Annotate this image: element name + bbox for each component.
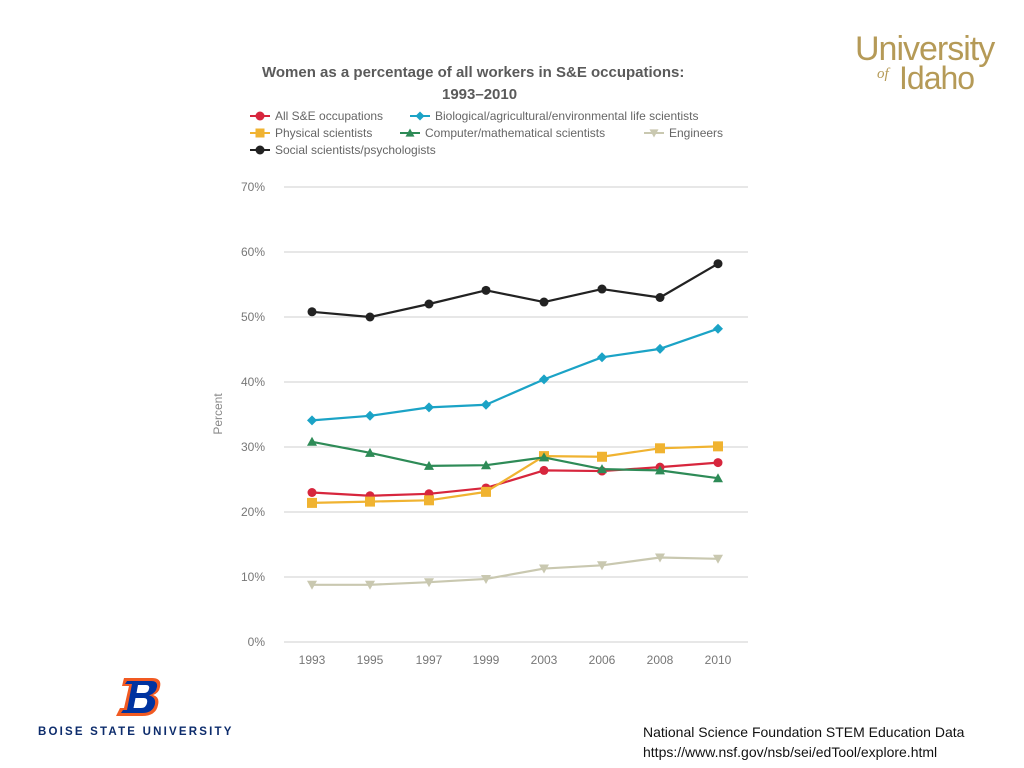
x-tick-label: 1999 bbox=[473, 653, 500, 667]
x-tick-label: 1993 bbox=[299, 653, 326, 667]
x-tick-label: 1997 bbox=[416, 653, 443, 667]
data-point bbox=[365, 410, 375, 421]
data-point bbox=[713, 554, 723, 564]
university-of-idaho-logo: University of Idaho bbox=[855, 30, 1015, 100]
data-point bbox=[597, 464, 607, 474]
data-point bbox=[713, 323, 723, 334]
chart-subtitle: 1993–2010 bbox=[442, 86, 518, 103]
legend-swatch-icon bbox=[250, 128, 270, 138]
data-point bbox=[481, 399, 491, 410]
data-point bbox=[481, 285, 491, 295]
y-tick-label: 50% bbox=[241, 310, 265, 324]
data-point bbox=[597, 561, 607, 571]
legend-swatch-icon bbox=[410, 111, 430, 121]
legend-swatch-icon bbox=[250, 111, 270, 121]
series-line bbox=[311, 262, 719, 319]
y-axis-label: Percent bbox=[211, 393, 225, 435]
boise-state-logo: BOISE STATE UNIVERSITY bbox=[38, 676, 248, 746]
legend-label: Computer/mathematical scientists bbox=[425, 126, 606, 140]
data-point bbox=[307, 488, 317, 497]
legend-label: Engineers bbox=[669, 126, 724, 140]
uidaho-logo-of: of bbox=[877, 66, 889, 82]
data-point bbox=[307, 415, 317, 426]
legend-swatch-icon bbox=[400, 128, 420, 137]
data-point bbox=[655, 293, 665, 302]
series-line bbox=[311, 440, 719, 480]
x-tick-label: 2010 bbox=[705, 653, 732, 667]
data-point bbox=[597, 284, 607, 294]
legend-swatch-icon bbox=[644, 129, 664, 138]
data-point bbox=[365, 496, 375, 507]
chart-title: Women as a percentage of all workers in … bbox=[262, 62, 684, 106]
legend-label: All S&E occupations bbox=[275, 109, 384, 123]
y-tick-label: 70% bbox=[241, 180, 265, 194]
y-tick-label: 60% bbox=[241, 245, 265, 259]
legend-marker bbox=[405, 128, 415, 137]
data-point bbox=[307, 307, 317, 317]
data-point bbox=[655, 443, 665, 454]
data-point bbox=[307, 580, 317, 590]
y-tick-label: 10% bbox=[241, 570, 265, 584]
data-point bbox=[424, 299, 434, 309]
series-line bbox=[312, 556, 719, 586]
data-point bbox=[481, 486, 491, 497]
data-point bbox=[655, 343, 665, 354]
data-point bbox=[597, 352, 607, 363]
x-tick-label: 1995 bbox=[357, 653, 384, 667]
data-point bbox=[307, 497, 317, 508]
legend-marker bbox=[649, 129, 659, 138]
data-point bbox=[365, 447, 375, 457]
legend-label: Social scientists/psychologists bbox=[275, 143, 436, 157]
data-point bbox=[424, 460, 434, 470]
legend-marker bbox=[255, 111, 265, 121]
legend-label: Physical scientists bbox=[275, 126, 373, 140]
data-point bbox=[481, 574, 491, 584]
chart-title-line1: Women as a percentage of all workers in … bbox=[262, 64, 685, 81]
data-point bbox=[539, 452, 549, 462]
boise-b-mark-icon bbox=[116, 678, 161, 716]
data-point bbox=[481, 460, 491, 470]
data-point bbox=[713, 259, 723, 269]
source-note: National Science Foundation STEM Educati… bbox=[643, 722, 964, 762]
data-point bbox=[539, 374, 549, 385]
data-point bbox=[539, 465, 549, 475]
data-point bbox=[655, 465, 665, 475]
data-point bbox=[655, 553, 665, 563]
x-tick-label: 2003 bbox=[531, 653, 558, 667]
legend-marker bbox=[415, 111, 425, 121]
y-tick-label: 40% bbox=[241, 375, 265, 389]
data-point bbox=[713, 441, 723, 452]
data-point bbox=[307, 436, 317, 446]
uidaho-logo-line1: University bbox=[855, 30, 995, 68]
source-line1: National Science Foundation STEM Educati… bbox=[643, 724, 965, 740]
data-point bbox=[424, 578, 434, 588]
series-line bbox=[311, 445, 719, 504]
y-tick-label: 30% bbox=[241, 440, 265, 454]
uidaho-logo-line2: Idaho bbox=[899, 60, 975, 96]
x-tick-label: 2008 bbox=[647, 653, 674, 667]
legend-marker bbox=[255, 145, 265, 155]
boise-state-name: BOISE STATE UNIVERSITY bbox=[38, 726, 234, 738]
legend-label: Biological/agricultural/environmental li… bbox=[435, 109, 699, 123]
x-tick-label: 2006 bbox=[589, 653, 616, 667]
y-tick-label: 0% bbox=[248, 635, 266, 649]
data-point bbox=[539, 297, 549, 307]
data-point bbox=[365, 312, 375, 322]
data-point bbox=[713, 473, 723, 483]
data-point bbox=[713, 458, 723, 468]
data-point bbox=[365, 580, 375, 590]
series-line bbox=[311, 327, 719, 422]
legend-swatch-icon bbox=[250, 145, 270, 155]
data-point bbox=[597, 451, 607, 462]
data-point bbox=[424, 495, 434, 506]
legend-marker bbox=[255, 128, 265, 138]
data-point bbox=[539, 564, 549, 574]
source-url: https://www.nsf.gov/nsb/sei/edTool/explo… bbox=[643, 744, 938, 760]
data-point bbox=[424, 402, 434, 413]
y-tick-label: 20% bbox=[241, 505, 265, 519]
series-line bbox=[311, 461, 719, 497]
